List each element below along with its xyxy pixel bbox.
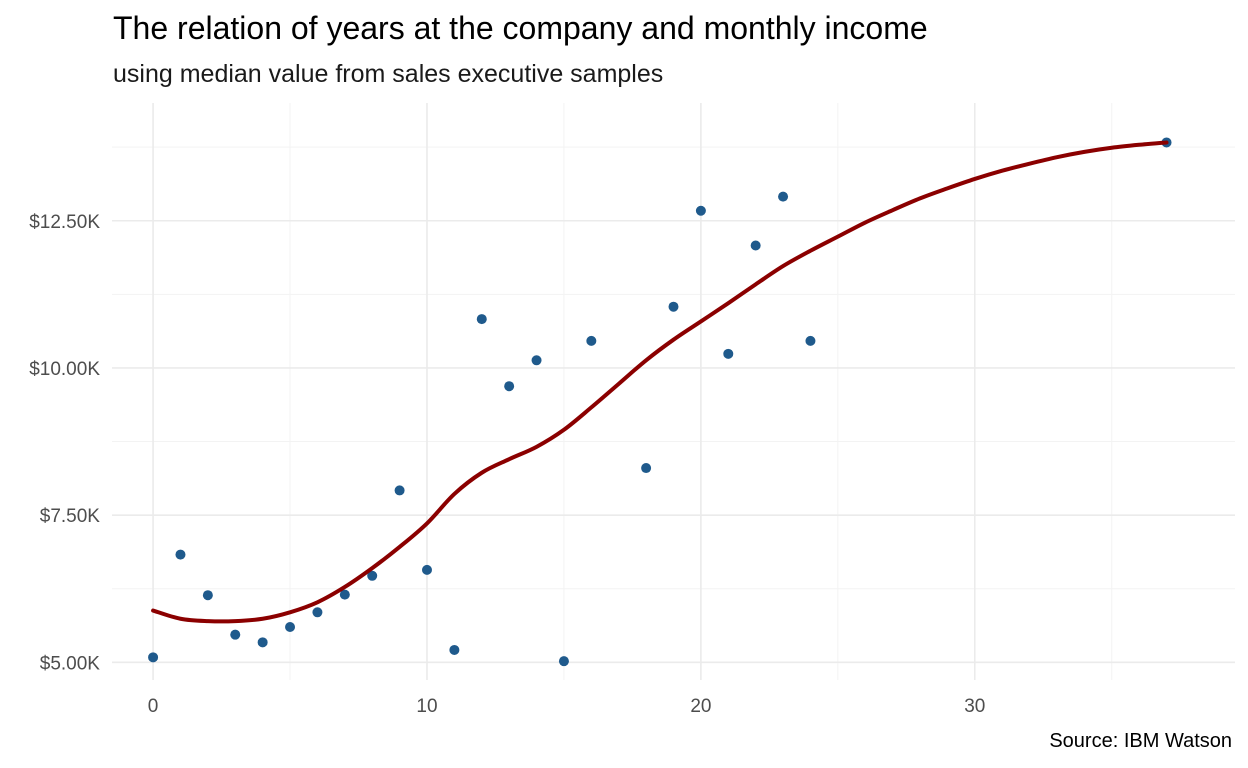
data-point bbox=[148, 652, 159, 663]
data-point bbox=[668, 301, 679, 312]
data-point bbox=[558, 656, 569, 667]
x-tick-label: 10 bbox=[416, 696, 437, 717]
y-tick-label: $12.50K bbox=[29, 212, 100, 233]
data-point bbox=[504, 381, 515, 392]
x-tick-label: 20 bbox=[690, 696, 711, 717]
data-point bbox=[750, 240, 761, 251]
data-point bbox=[805, 335, 816, 346]
data-point bbox=[778, 191, 789, 202]
y-tick-label: $5.00K bbox=[40, 653, 101, 674]
data-points bbox=[148, 137, 1172, 667]
data-point bbox=[449, 644, 460, 655]
data-point bbox=[641, 463, 652, 474]
chart-subtitle: using median value from sales executive … bbox=[113, 60, 664, 88]
data-point bbox=[531, 355, 542, 366]
trend-line bbox=[151, 140, 1169, 624]
minor-gridlines bbox=[112, 103, 1235, 680]
data-point bbox=[285, 622, 296, 633]
data-point bbox=[421, 564, 432, 575]
chart-caption: Source: IBM Watson bbox=[1049, 730, 1232, 752]
y-axis-ticks: $5.00K $7.50K $10.00K $12.50K bbox=[29, 212, 100, 675]
data-point bbox=[339, 589, 350, 600]
data-point bbox=[312, 607, 323, 618]
data-point bbox=[394, 485, 405, 496]
data-point bbox=[202, 590, 213, 601]
data-point bbox=[367, 570, 378, 581]
data-point bbox=[723, 348, 734, 359]
data-point bbox=[476, 314, 487, 325]
data-point bbox=[230, 629, 241, 640]
trend-line-group bbox=[151, 140, 1169, 624]
x-tick-label: 30 bbox=[964, 696, 985, 717]
x-axis-ticks: 0 10 20 30 bbox=[148, 696, 986, 717]
chart-title: The relation of years at the company and… bbox=[113, 10, 928, 46]
data-point bbox=[175, 549, 186, 560]
major-gridlines bbox=[112, 103, 1235, 680]
data-point bbox=[257, 637, 268, 648]
y-tick-label: $10.00K bbox=[29, 359, 100, 380]
data-point bbox=[586, 335, 597, 346]
x-tick-label: 0 bbox=[148, 696, 159, 717]
y-tick-label: $7.50K bbox=[40, 506, 101, 527]
data-point bbox=[695, 205, 706, 216]
